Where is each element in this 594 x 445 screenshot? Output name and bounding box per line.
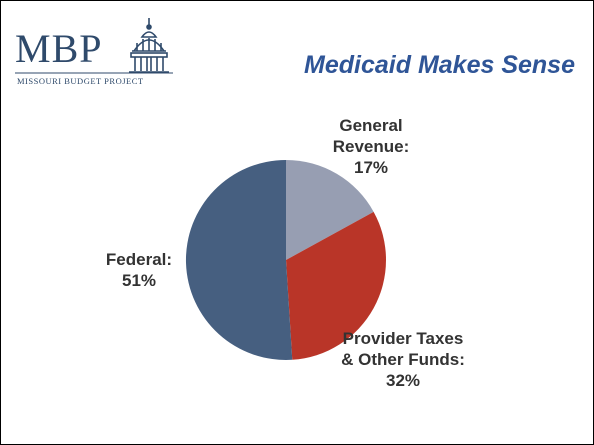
slice-label-line: Federal: — [106, 250, 172, 269]
pie-slice-provider-taxes-other-funds — [286, 211, 387, 360]
slice-label-line: 17% — [354, 158, 388, 177]
slice-label-line: Revenue: — [333, 137, 410, 156]
mbp-logo: MBP — [15, 17, 183, 97]
slice-label-federal: Federal: 51% — [106, 250, 172, 290]
logo-letters: MBP — [15, 26, 103, 71]
slice-label-provider-taxes-other-funds: Provider Taxes & Other Funds: 32% — [341, 329, 465, 390]
slide-title: Medicaid Makes Sense — [304, 51, 575, 79]
logo-subtitle: MISSOURI BUDGET PROJECT — [17, 76, 144, 86]
slice-label-line: 32% — [386, 371, 420, 390]
logo-rule — [15, 72, 173, 74]
slice-label-general-revenue: General Revenue: 17% — [333, 116, 410, 177]
slice-label-line: General — [339, 116, 402, 135]
pie-slice-federal — [185, 160, 293, 360]
capitol-dome-icon — [129, 18, 169, 73]
pie-slice-general-revenue — [286, 159, 374, 260]
slice-label-line: 51% — [122, 271, 156, 290]
slice-label-line: & Other Funds: — [341, 350, 465, 369]
slice-label-line: Provider Taxes — [343, 329, 464, 348]
